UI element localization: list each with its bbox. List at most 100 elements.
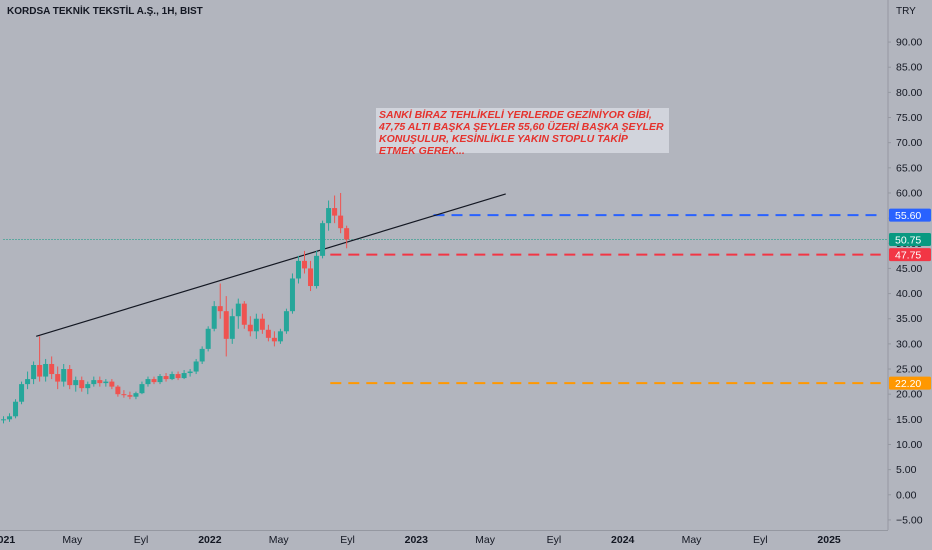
- candle-body: [115, 386, 121, 395]
- candle-body: [91, 380, 97, 385]
- y-tick-label: 20.00: [896, 389, 922, 401]
- candle-body: [326, 208, 332, 224]
- trendline-group: [36, 193, 506, 337]
- candle-body: [289, 278, 295, 312]
- candle-body: [181, 373, 187, 379]
- time-axis: 2021 May Eyl 2022 May Eyl 2023 May Eyl 2024 May Eyl…: [0, 534, 841, 546]
- candles-group: [1, 192, 350, 424]
- candle-body: [25, 379, 31, 385]
- candle-body: [320, 223, 326, 256]
- chart-title: KORDSA TEKNİK TEKSTİL A.Ş., 1H, BIST: [7, 6, 203, 17]
- candle-body: [283, 311, 289, 332]
- candle-body: [127, 395, 133, 397]
- y-tick-label: 30.00: [896, 338, 922, 350]
- candle-body: [145, 379, 151, 385]
- x-tick-label: 2022: [198, 534, 222, 546]
- candle-body: [67, 369, 73, 386]
- candle-body: [259, 318, 265, 330]
- x-tick-label: Eyl: [134, 534, 149, 546]
- y-tick-label: 65.00: [896, 162, 922, 174]
- candle-body: [241, 303, 247, 325]
- candle-body: [193, 361, 199, 372]
- candle-body: [73, 380, 79, 386]
- annotation-note[interactable]: SANKİ BİRAZ TEHLİKELİ YERLERDE GEZİNİYOR…: [376, 108, 669, 157]
- x-tick-label: May: [269, 534, 290, 546]
- x-tick-label: 2021: [0, 534, 15, 546]
- candle-body: [49, 363, 55, 375]
- currency-label: TRY: [896, 6, 916, 17]
- candle-body: [302, 260, 307, 269]
- chart-grid: [0, 0, 889, 531]
- y-tick-label: 85.00: [896, 62, 922, 74]
- candle-body: [235, 303, 241, 317]
- x-tick-label: Eyl: [547, 534, 562, 546]
- candle-body: [151, 379, 157, 383]
- candle-body: [103, 381, 109, 384]
- y-tick-label: 60.00: [896, 187, 922, 199]
- y-tick-label: −5.00: [896, 514, 923, 526]
- y-tick-label: 80.00: [896, 87, 922, 99]
- y-tick-label: 0.00: [896, 489, 917, 501]
- price-axis: TRY −5.00 0.00 5.00 10.00 15.00 20.00 25.00 30.0…: [888, 6, 923, 526]
- candle-body: [13, 401, 19, 417]
- candle-body: [121, 394, 127, 396]
- candle-body: [205, 328, 211, 349]
- x-tick-label: May: [62, 534, 83, 546]
- y-tick-label: 15.00: [896, 414, 922, 426]
- candle-body: [187, 371, 193, 374]
- x-tick-label: 2023: [405, 534, 429, 546]
- y-tick-label: 10.00: [896, 439, 922, 451]
- candle-body: [175, 374, 181, 379]
- candle-body: [79, 380, 85, 389]
- candle-body: [61, 369, 67, 382]
- candle-body: [55, 374, 61, 382]
- candle-body: [97, 380, 103, 384]
- candle-body: [271, 337, 277, 342]
- candle-body: [157, 376, 163, 383]
- candle-body: [229, 316, 235, 339]
- candle-body: [109, 381, 115, 387]
- candle-body: [37, 364, 43, 377]
- x-tick-label: 2024: [611, 534, 635, 546]
- x-tick-label: Eyl: [340, 534, 355, 546]
- candle-body: [1, 419, 6, 421]
- candle-body: [85, 384, 91, 389]
- y-tick-label: 90.00: [896, 37, 922, 49]
- stop-label-text: 47.75: [895, 249, 921, 261]
- y-tick-label: 70.00: [896, 137, 922, 149]
- last-price-label-text: 50.75: [895, 234, 921, 246]
- candle-body: [211, 306, 217, 329]
- candle-body: [247, 324, 253, 332]
- target-low-label-text: 22.20: [895, 378, 921, 390]
- price-labels: 55.60 50.75 47.75 22.20: [889, 208, 931, 390]
- trendline: [36, 193, 506, 337]
- candle-body: [344, 228, 350, 240]
- x-tick-label: May: [475, 534, 496, 546]
- candle-body: [338, 215, 344, 229]
- y-tick-label: 40.00: [896, 288, 922, 300]
- resistance-label-text: 55.60: [895, 210, 921, 222]
- candle-body: [133, 393, 139, 397]
- resistance-label-box: [889, 208, 931, 222]
- last-price-label-box: [889, 233, 931, 246]
- candle-body: [332, 208, 338, 216]
- candle-body: [139, 384, 145, 394]
- candle-body: [277, 331, 283, 342]
- candle-body: [7, 416, 13, 420]
- candle-body: [295, 260, 301, 279]
- x-tick-label: Eyl: [753, 534, 768, 546]
- candle-body: [43, 363, 49, 377]
- x-tick-label: May: [682, 534, 703, 546]
- x-tick-label: 2025: [817, 534, 841, 546]
- candle-body: [19, 384, 25, 402]
- candle-body: [199, 348, 205, 362]
- y-tick-label: 45.00: [896, 263, 922, 275]
- candle-body: [308, 268, 314, 287]
- candle-body: [31, 364, 37, 380]
- candle-body: [253, 318, 259, 332]
- candle-body: [163, 376, 169, 380]
- stop-label-box: [889, 248, 931, 262]
- y-tick-label: 75.00: [896, 112, 922, 124]
